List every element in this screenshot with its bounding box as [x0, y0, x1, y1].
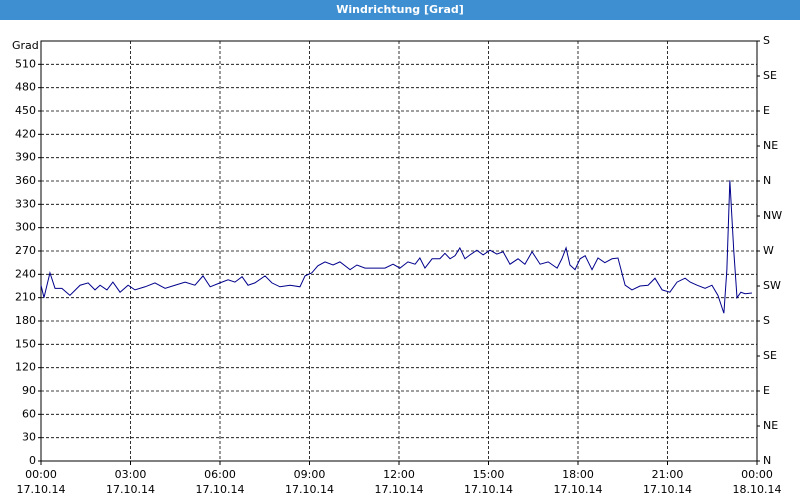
y-tick-label: 270 — [15, 244, 36, 257]
x-tick-label: 00:00 — [25, 468, 57, 481]
y-tick-label: 120 — [15, 361, 36, 374]
y-tick-label: 0 — [29, 454, 36, 467]
x-tick-label: 18:00 — [562, 468, 594, 481]
chart-title: Windrichtung [Grad] — [336, 3, 464, 16]
y-tick-label: 60 — [22, 407, 36, 420]
x-tick-label: 12:00 — [383, 468, 415, 481]
y-tick-label: 300 — [15, 221, 36, 234]
y-axis-label: Grad — [12, 39, 39, 52]
y-tick-label: 510 — [15, 57, 36, 70]
data-line — [40, 180, 752, 314]
y-tick-label: 90 — [22, 384, 36, 397]
y2-tick-label: SE — [763, 69, 777, 82]
title-bar — [0, 0, 800, 20]
x-tick-date: 17.10.14 — [464, 483, 513, 496]
y-tick-label: 240 — [15, 267, 36, 280]
y-tick-label: 390 — [15, 151, 36, 164]
x-tick-date: 17.10.14 — [375, 483, 424, 496]
x-tick-date: 17.10.14 — [285, 483, 334, 496]
x-tick-label: 00:00 — [741, 468, 773, 481]
y-tick-label: 30 — [22, 431, 36, 444]
y2-tick-label: NE — [763, 139, 778, 152]
y2-tick-label: NE — [763, 419, 778, 432]
y2-tick-label: W — [763, 244, 774, 257]
y-tick-label: 480 — [15, 81, 36, 94]
x-tick-label: 06:00 — [204, 468, 236, 481]
x-tick-label: 03:00 — [115, 468, 147, 481]
y2-tick-label: SE — [763, 349, 777, 362]
x-tick-date: 17.10.14 — [554, 483, 603, 496]
y-tick-label: 150 — [15, 337, 36, 350]
x-tick-label: 15:00 — [473, 468, 505, 481]
y-tick-label: 450 — [15, 104, 36, 117]
x-tick-label: 09:00 — [294, 468, 326, 481]
y2-tick-label: S — [763, 314, 770, 327]
y-tick-label: 210 — [15, 291, 36, 304]
y2-tick-label: N — [763, 454, 771, 467]
x-tick-date: 17.10.14 — [106, 483, 155, 496]
y2-tick-label: S — [763, 34, 770, 47]
y2-tick-label: N — [763, 174, 771, 187]
y-tick-label: 420 — [15, 127, 36, 140]
x-tick-date: 18.10.14 — [733, 483, 782, 496]
y2-tick-label: NW — [763, 209, 782, 222]
y2-tick-label: E — [763, 384, 770, 397]
y-tick-label: 360 — [15, 174, 36, 187]
x-tick-label: 21:00 — [652, 468, 684, 481]
y-tick-label: 180 — [15, 314, 36, 327]
x-tick-date: 17.10.14 — [17, 483, 66, 496]
y-tick-label: 330 — [15, 197, 36, 210]
y2-tick-label: E — [763, 104, 770, 117]
y2-tick-label: SW — [763, 279, 781, 292]
x-tick-date: 17.10.14 — [643, 483, 692, 496]
x-tick-date: 17.10.14 — [196, 483, 245, 496]
